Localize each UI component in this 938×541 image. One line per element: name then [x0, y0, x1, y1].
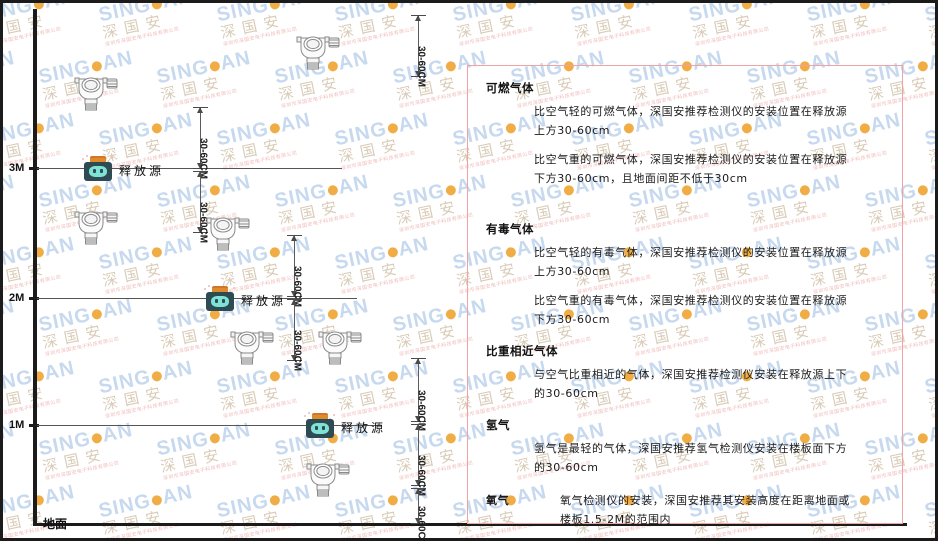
panel-section-heading: 氧气 [486, 494, 510, 507]
dimension-arrow-top [415, 424, 421, 430]
recommendation-panel: 可燃气体 比空气轻的可燃气体，深国安推荐检测仪的安装位置在释放源上方30-60cm… [467, 65, 903, 526]
dimension-30-60cm: 30-60CM [181, 171, 221, 243]
gas-detector-device [203, 209, 255, 253]
source-body [206, 292, 234, 311]
dimension-arrow-bottom [415, 480, 421, 486]
gas-detector-device [303, 455, 355, 499]
dimension-arrow-top [197, 107, 203, 113]
dimension-arrow-top [291, 235, 297, 241]
dimension-arrow-bottom [197, 227, 203, 233]
panel-section-paragraph: 比空气重的可燃气体，深国安推荐检测仪的安装位置在释放源下方30-60cm，且地面… [534, 153, 848, 185]
dimension-arrow-bottom [415, 71, 421, 77]
panel-section-paragraph: 比空气轻的可燃气体，深国安推荐检测仪的安装位置在释放源上方30-60cm [534, 105, 848, 137]
source-body [84, 162, 112, 181]
x-axis-ground-line [33, 523, 907, 526]
dimension-arrow-bottom [415, 416, 421, 422]
release-source-label: 释放源 [241, 294, 287, 308]
dimension-arrow-bottom [197, 163, 203, 169]
panel-section-paragraph: 比空气轻的有毒气体，深国安推荐检测仪的安装位置在释放源上方30-60cm [534, 246, 848, 278]
dimension-bar [294, 299, 295, 361]
dimension-text: 30-60CM [415, 506, 427, 541]
dimension-bar [418, 15, 419, 77]
level-label-3m: 3M [9, 162, 25, 174]
panel-section-paragraph: 与空气比重相近的气体，深国安推荐检测仪安装在释放源上下的30-60cm [534, 368, 848, 400]
source-cap [312, 413, 328, 422]
level-tick [29, 167, 39, 170]
dimension-arrow-top [197, 171, 203, 177]
level-tick [29, 424, 39, 427]
level-line [37, 298, 357, 299]
dimension-bar [418, 424, 419, 486]
dimension-bar [418, 358, 419, 422]
release-source-label: 释放源 [119, 164, 165, 178]
source-cap [90, 156, 106, 165]
level-line [37, 425, 382, 426]
dimension-arrow-bottom [291, 291, 297, 297]
release-source-label: 释放源 [341, 421, 387, 435]
dimension-arrow-bottom [291, 355, 297, 361]
dimension-bar [200, 107, 201, 169]
release-source-device [81, 155, 115, 183]
dimension-30-60cm: 30-60CM [275, 299, 315, 371]
release-source-device [303, 412, 337, 440]
dimension-arrow-bottom [415, 518, 421, 524]
dimension-bar [200, 171, 201, 233]
level-label-2m: 2M [9, 292, 25, 304]
y-axis [33, 9, 37, 525]
dimension-30-60cm: 30-60CM [399, 488, 439, 538]
dimension-30-60cm: 30-60CM [275, 235, 315, 307]
panel-section-heading: 比重相近气体 [486, 344, 558, 358]
panel-section-paragraph: 氧气检测仪的安装，深国安推荐其安装高度在距离地面或楼板1.5-2M的范围内 [560, 494, 850, 526]
ground-label: 地面 [43, 517, 68, 531]
dimension-arrow-top [291, 299, 297, 305]
installation-height-diagram: 3M 2M 1M 30-60CM 30-60CM 30-60CM 30-60CM 30-60… [3, 3, 935, 538]
dimension-text: 30-60CM [291, 330, 303, 372]
dimension-arrow-top [415, 15, 421, 21]
dimension-arrow-top [415, 488, 421, 494]
source-cap [212, 286, 228, 295]
dimension-text: 30-60CM [415, 46, 427, 88]
dimension-30-60cm: 30-60CM [399, 15, 439, 87]
gas-detector-device [71, 69, 123, 113]
gas-detector-device [71, 203, 123, 247]
panel-section-heading: 氢气 [486, 418, 510, 432]
level-tick [29, 297, 39, 300]
panel-section-paragraph: 比空气重的有毒气体，深国安推荐检测仪的安装位置在释放源下方30-60cm [534, 294, 848, 326]
dimension-bar [418, 488, 419, 524]
dimension-30-60cm: 30-60CM [399, 358, 439, 431]
panel-section: 氧气 氧气检测仪的安装，深国安推荐其安装高度在距离地面或楼板1.5-2M的范围内 [486, 491, 886, 529]
dimension-bar [294, 235, 295, 297]
dimension-30-60cm: 30-60CM [181, 107, 221, 179]
gas-detector-device [293, 28, 345, 72]
gas-detector-device [227, 323, 279, 367]
gas-detector-device [315, 323, 367, 367]
panel-section-heading: 有毒气体 [486, 222, 534, 236]
panel-section-paragraph: 氢气是最轻的气体，深国安推荐氢气检测仪安装在楼板面下方的30-60cm [534, 442, 848, 474]
source-body [306, 419, 334, 438]
level-label-1m: 1M [9, 419, 25, 431]
dimension-30-60cm: 30-60CM [399, 424, 439, 496]
panel-section-heading: 可燃气体 [486, 81, 534, 95]
level-line [37, 168, 342, 169]
release-source-device [203, 285, 237, 313]
dimension-arrow-top [415, 358, 421, 364]
